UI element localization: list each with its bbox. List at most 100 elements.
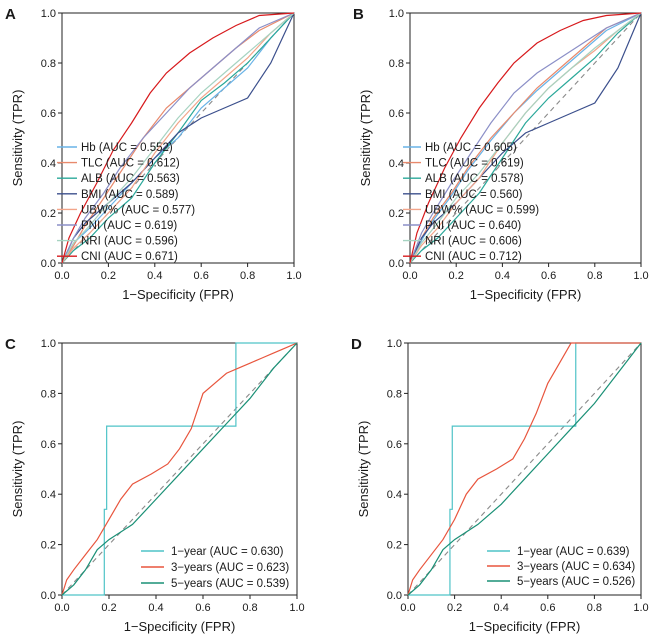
roc-curve-bmi bbox=[61, 12, 295, 264]
y-tick-label: 0.6 bbox=[41, 439, 56, 451]
y-tick-label: 0.0 bbox=[41, 590, 56, 602]
y-tick-label: 0.8 bbox=[41, 388, 56, 400]
x-tick-label: 0.8 bbox=[587, 602, 602, 614]
x-axis-title: 1−Specificity (FPR) bbox=[470, 287, 582, 302]
x-tick-label: 0.6 bbox=[194, 270, 209, 282]
x-tick-label: 0.0 bbox=[400, 602, 415, 614]
y-tick-label: 0.2 bbox=[387, 540, 402, 552]
x-tick-label: 0.0 bbox=[54, 270, 69, 282]
x-tick-label: 0.2 bbox=[101, 270, 116, 282]
x-tick-label: 0.8 bbox=[587, 270, 602, 282]
y-axis-title: Sensitivity (TPR) bbox=[356, 421, 371, 518]
plot-frame bbox=[61, 342, 298, 596]
y-tick-label: 0.8 bbox=[387, 388, 402, 400]
y-tick-label: 0.6 bbox=[387, 439, 402, 451]
roc-curve-nri bbox=[409, 12, 642, 264]
legend-label: ALB (AUC = 0.563) bbox=[81, 173, 180, 185]
roc-curve-3-years bbox=[407, 342, 641, 596]
y-tick-label: 0.0 bbox=[41, 258, 56, 270]
y-tick-label: 0.2 bbox=[41, 540, 56, 552]
diagonal-reference-line bbox=[61, 342, 298, 596]
plot-frame bbox=[409, 12, 642, 264]
x-tick-label: 0.6 bbox=[540, 602, 555, 614]
legend: Hb (AUC = 0.605) TLC (AUC = 0.619) ALB (AU… bbox=[403, 142, 539, 263]
legend-label: ALB (AUC = 0.578) bbox=[425, 173, 524, 185]
y-tick-label: 1.0 bbox=[387, 338, 402, 350]
panel-letter: B bbox=[353, 6, 364, 23]
x-tick-label: 1.0 bbox=[289, 602, 304, 614]
x-tick-label: 0.2 bbox=[447, 602, 462, 614]
legend-label: BMI (AUC = 0.560) bbox=[425, 189, 523, 201]
y-axis-title: Sensitivity (TPR) bbox=[10, 90, 25, 187]
y-tick-label: 1.0 bbox=[41, 8, 56, 20]
y-tick-label: 0.0 bbox=[387, 590, 402, 602]
legend-label: BMI (AUC = 0.589) bbox=[81, 189, 179, 201]
roc-curve-pni bbox=[61, 12, 295, 264]
y-tick-label: 0.4 bbox=[389, 158, 404, 170]
y-tick-label: 0.4 bbox=[41, 158, 56, 170]
panel-letter: C bbox=[5, 336, 16, 353]
legend-label: UBW% (AUC = 0.599) bbox=[425, 204, 539, 216]
x-tick-label: 0.4 bbox=[147, 270, 162, 282]
roc-curve-1-year bbox=[62, 342, 297, 596]
y-tick-label: 1.0 bbox=[41, 338, 56, 350]
y-tick-label: 0.2 bbox=[389, 208, 404, 220]
legend: 1−year (AUC = 0.630) 3−years (AUC = 0.623… bbox=[141, 546, 289, 590]
roc-curve-cni bbox=[61, 12, 295, 264]
y-tick-label: 0.6 bbox=[389, 108, 404, 120]
legend-label: UBW% (AUC = 0.577) bbox=[81, 204, 195, 216]
x-tick-label: 0.0 bbox=[54, 602, 69, 614]
panel-b: B 0.00.0 0.2 0.2 0.4 0.4 0.6 0.6 0.8 0.8 1.0 1.0 1−S… bbox=[353, 6, 649, 302]
x-tick-label: 1.0 bbox=[633, 270, 648, 282]
roc-curve-nri bbox=[61, 12, 295, 264]
y-tick-label: 0.8 bbox=[41, 58, 56, 70]
legend-label: CNI (AUC = 0.671) bbox=[81, 251, 178, 263]
plot-frame bbox=[407, 342, 642, 596]
roc-curve-5-years bbox=[407, 342, 642, 596]
panel-d: D 0.00.0 0.2 0.2 0.4 0.4 0.6 0.6 0.8 0.8 1.0 1.0 1−S… bbox=[351, 336, 649, 634]
panel-letter: D bbox=[351, 336, 362, 353]
x-tick-label: 0.8 bbox=[242, 602, 257, 614]
roc-curve-1-year bbox=[408, 342, 641, 596]
roc-curve-pni bbox=[409, 12, 642, 264]
legend-label: TLC (AUC = 0.619) bbox=[425, 158, 524, 170]
y-tick-label: 0.0 bbox=[389, 258, 404, 270]
x-tick-label: 0.4 bbox=[495, 270, 510, 282]
panel-c: C 0.00.0 0.2 0.2 0.4 0.4 0.6 0.6 0.8 0.8 1.0 1.0 1−S… bbox=[5, 336, 305, 634]
roc-curve-alb bbox=[61, 12, 295, 264]
legend-label: PNI (AUC = 0.619) bbox=[81, 220, 177, 232]
roc-curve-ubw- bbox=[61, 12, 295, 264]
legend-label: Hb (AUC = 0.605) bbox=[425, 142, 517, 154]
legend-label: 1−year (AUC = 0.630) bbox=[171, 546, 284, 558]
x-tick-label: 0.6 bbox=[541, 270, 556, 282]
legend-label: TLC (AUC = 0.612) bbox=[81, 158, 180, 170]
roc-curve-alb bbox=[409, 12, 642, 264]
legend-label: Hb (AUC = 0.552) bbox=[81, 142, 173, 154]
panel-a: A 0.00.0 0.2 0.2 0.4 0.4 0.6 0.6 0.8 0.8 1.0 1.0 1−S… bbox=[5, 6, 302, 302]
legend: Hb (AUC = 0.552) TLC (AUC = 0.612) ALB (AU… bbox=[57, 142, 195, 263]
diagonal-reference-line bbox=[407, 342, 642, 596]
x-tick-label: 0.8 bbox=[240, 270, 255, 282]
y-axis-title: Sensitivity (TPR) bbox=[10, 421, 25, 518]
y-tick-label: 0.4 bbox=[41, 489, 56, 501]
roc-curve-tlc bbox=[409, 12, 642, 264]
x-tick-label: 1.0 bbox=[286, 270, 301, 282]
legend-label: 3−years (AUC = 0.623) bbox=[171, 562, 289, 574]
x-tick-label: 0.4 bbox=[148, 602, 163, 614]
legend-label: CNI (AUC = 0.712) bbox=[425, 251, 522, 263]
roc-curve-3-years bbox=[61, 342, 298, 596]
y-tick-label: 0.6 bbox=[41, 108, 56, 120]
legend-label: 3−years (AUC = 0.634) bbox=[517, 561, 635, 573]
y-tick-label: 1.0 bbox=[389, 8, 404, 20]
legend-label: 5−years (AUC = 0.539) bbox=[171, 578, 289, 590]
y-tick-label: 0.4 bbox=[387, 489, 402, 501]
plot-frame bbox=[61, 12, 295, 264]
x-tick-label: 0.4 bbox=[494, 602, 509, 614]
roc-curve-hb bbox=[409, 12, 642, 264]
roc-curve-5-years bbox=[61, 342, 298, 596]
legend-label: NRI (AUC = 0.596) bbox=[81, 236, 178, 248]
legend-label: PNI (AUC = 0.640) bbox=[425, 220, 521, 232]
y-tick-label: 0.8 bbox=[389, 58, 404, 70]
panel-letter: A bbox=[5, 6, 16, 23]
